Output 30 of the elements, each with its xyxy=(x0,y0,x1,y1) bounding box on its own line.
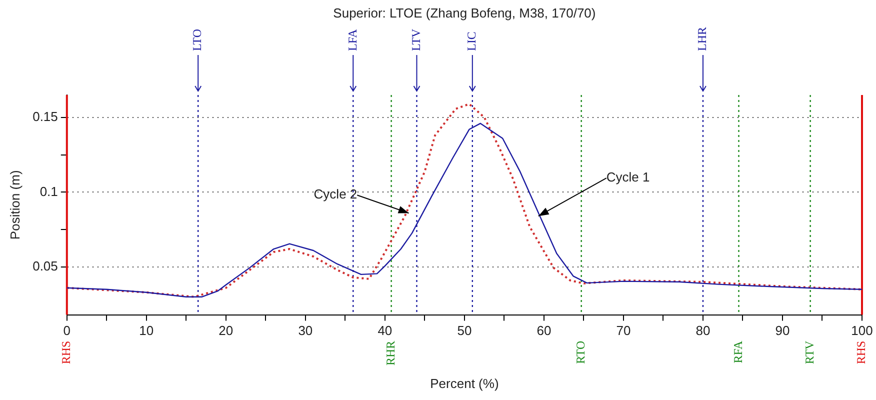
ref-line-label: LTV xyxy=(408,28,423,51)
x-tick-label: 80 xyxy=(696,323,710,338)
ref-line-label: RHS xyxy=(854,340,868,364)
ref-line-label: LFA xyxy=(345,28,360,51)
x-tick-label: 90 xyxy=(775,323,790,338)
ref-line-label: RHR xyxy=(383,340,398,366)
ref-line-label: RTV xyxy=(802,340,816,364)
x-axis-title: Percent (%) xyxy=(430,376,499,391)
y-tick-label: 0.05 xyxy=(32,258,58,274)
y-axis-title: Position (m) xyxy=(7,170,22,240)
ref-line-label: RTO xyxy=(573,340,588,364)
x-tick-label: 70 xyxy=(616,323,631,338)
annotation: Cycle 2 xyxy=(314,186,358,202)
ref-line-label: LIC xyxy=(464,32,479,51)
y-tick-label: 0.1 xyxy=(40,184,58,199)
x-tick-label: 10 xyxy=(139,323,154,338)
annotation: Cycle 1 xyxy=(606,170,650,185)
x-tick-label: 30 xyxy=(298,323,313,338)
x-tick-label: 20 xyxy=(218,323,234,338)
y-tick-label: 0.15 xyxy=(32,109,58,124)
x-tick-label: 100 xyxy=(851,323,873,338)
x-tick-label: 40 xyxy=(378,323,392,338)
chart-title: Superior: LTOE (Zhang Bofeng, M38, 170/70) xyxy=(333,6,596,21)
x-tick-label: 50 xyxy=(457,323,472,338)
ref-line-label: RHS xyxy=(59,340,74,364)
x-tick-label: 0 xyxy=(63,323,71,338)
ref-line-label: LTO xyxy=(190,28,204,51)
x-tick-label: 60 xyxy=(536,323,552,338)
ref-line-label: LHR xyxy=(695,27,710,51)
ref-line-label: RFA xyxy=(730,340,745,364)
